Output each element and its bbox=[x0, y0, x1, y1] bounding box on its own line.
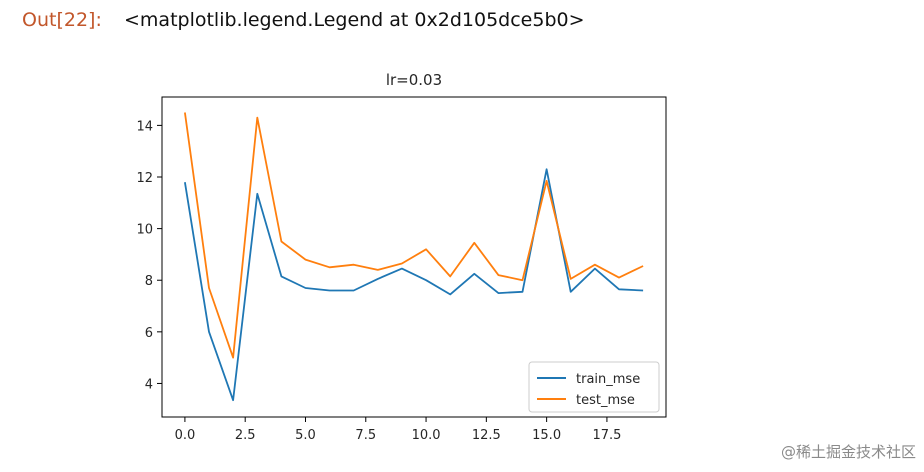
x-tick-label: 2.5 bbox=[235, 428, 256, 443]
legend-label: test_mse bbox=[576, 393, 635, 408]
x-tick-label: 0.0 bbox=[175, 428, 196, 443]
y-tick-label: 6 bbox=[145, 326, 153, 341]
y-axis: 4 6 8 10 12 14 bbox=[136, 119, 162, 392]
y-tick-label: 14 bbox=[136, 119, 153, 134]
legend: train_mse test_mse bbox=[528, 361, 660, 413]
x-axis: 0.0 2.5 5.0 7.5 10.0 12.5 15.0 17.5 bbox=[175, 417, 621, 443]
y-tick-label: 8 bbox=[145, 274, 153, 289]
y-tick-label: 4 bbox=[145, 377, 153, 392]
x-tick-label: 5.0 bbox=[295, 428, 316, 443]
series-line-train-mse bbox=[184, 168, 644, 402]
y-tick-label: 12 bbox=[136, 171, 153, 186]
chart-title: lr=0.03 bbox=[386, 71, 442, 89]
series-lines bbox=[184, 112, 644, 402]
output-prompt: Out[22]: bbox=[22, 9, 102, 31]
y-tick-label: 10 bbox=[136, 223, 153, 238]
watermark: @稀土掘金技术社区 bbox=[780, 443, 916, 461]
series-line-test-mse bbox=[184, 112, 644, 359]
output-text: <matplotlib.legend.Legend at 0x2d105dce5… bbox=[124, 9, 585, 31]
x-tick-label: 10.0 bbox=[412, 428, 441, 443]
x-tick-label: 15.0 bbox=[532, 428, 561, 443]
x-tick-label: 17.5 bbox=[592, 428, 621, 443]
x-tick-label: 12.5 bbox=[472, 428, 501, 443]
x-tick-label: 7.5 bbox=[355, 428, 376, 443]
legend-label: train_mse bbox=[576, 372, 640, 387]
legend-items: train_mse test_mse bbox=[537, 372, 640, 408]
